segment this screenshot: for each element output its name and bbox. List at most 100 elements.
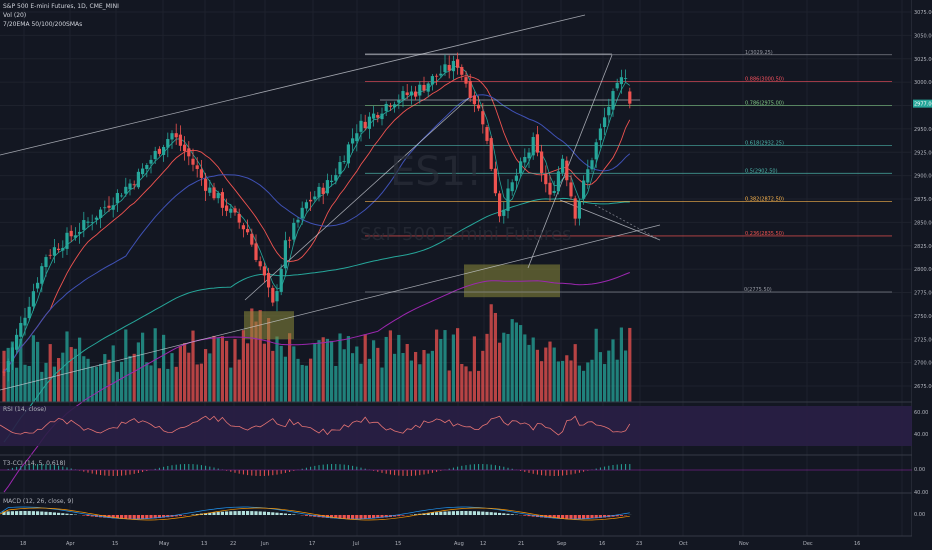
volume-bar: [565, 355, 569, 402]
ma-indicator-label[interactable]: 7/20EMA 50/100/200SMAs: [3, 21, 83, 28]
time-tick-label: Jun: [260, 541, 269, 547]
candle-body: [44, 257, 48, 268]
volume-bar: [498, 342, 502, 402]
volume-bar: [136, 342, 140, 402]
macd-histogram-bar: [204, 513, 208, 515]
candle-body: [409, 91, 413, 96]
macd-histogram-bar: [422, 513, 426, 515]
candle-body: [506, 188, 510, 211]
macd-histogram-bar: [342, 515, 346, 519]
volume-bar: [208, 353, 212, 402]
macd-histogram-bar: [128, 515, 132, 519]
volume-bar: [481, 350, 485, 402]
volume-bar: [535, 349, 539, 402]
volume-bar: [359, 363, 363, 402]
last-price-label: 2977.00: [914, 102, 932, 108]
volume-indicator-label[interactable]: Vol (20): [3, 12, 27, 19]
volume-bar: [401, 353, 405, 402]
candle-body: [393, 104, 397, 108]
price-axis[interactable]: 3075.003050.003025.003000.002975.002950.…: [912, 0, 932, 550]
candle-body: [477, 104, 481, 109]
volume-bar: [48, 344, 52, 402]
volume-bar: [351, 353, 355, 402]
candle-body: [447, 64, 451, 71]
volume-bar: [439, 338, 443, 402]
trend-lines[interactable]: [0, 14, 661, 391]
price-tick-label: 2700.00: [914, 361, 932, 367]
price-tick-label: 2725.00: [914, 337, 932, 343]
volume-bar: [451, 334, 455, 402]
price-tick-label: 2675.00: [914, 384, 932, 390]
candle-body: [132, 184, 136, 186]
volume-bar: [485, 333, 489, 402]
candle-body: [128, 183, 132, 190]
macd-histogram-bar: [506, 513, 510, 515]
macd-histogram-bar: [485, 511, 489, 515]
volume-bar: [288, 333, 292, 402]
candle-body: [309, 199, 313, 202]
macd-histogram-bar: [439, 511, 443, 515]
volume-bar: [267, 318, 271, 402]
volume-bar: [443, 330, 447, 402]
volume-bar: [10, 341, 14, 402]
macd-histogram-bar: [23, 511, 27, 515]
macd-histogram-bar: [90, 515, 94, 517]
volume-bar: [120, 361, 124, 402]
price-tick-label: 2925.00: [914, 150, 932, 156]
candlesticks[interactable]: ES1! S&P 500 E-mini Futures: [2, 52, 632, 382]
volume-bar: [393, 353, 397, 402]
volume-bar: [162, 334, 166, 402]
macd-histogram-bar: [132, 515, 136, 519]
macd-histogram-bar: [380, 515, 384, 518]
time-axis[interactable]: 18 Apr 15 May 13 22 Jun 17 Jul 15 Aug 12 21 Sep 16 23 Oc…: [20, 541, 860, 547]
candle-body: [611, 91, 615, 110]
macd-histogram-bar: [430, 512, 434, 515]
candle-body: [577, 201, 581, 219]
volume-bar: [405, 343, 409, 402]
macd-histogram-bar: [346, 515, 350, 519]
volume-bar: [111, 345, 115, 402]
candle-body: [346, 144, 350, 164]
candle-body: [216, 192, 220, 199]
price-tick-label: 2875.00: [914, 197, 932, 203]
candle-body: [313, 196, 317, 200]
volume-bar: [258, 310, 262, 402]
macd-histogram-bar: [523, 515, 527, 516]
volume-bar: [170, 353, 174, 402]
rsi-panel-label[interactable]: RSI (14, close): [3, 406, 47, 413]
moving-averages: [3, 65, 631, 493]
candle-body: [603, 117, 607, 128]
volume-bar: [523, 334, 527, 402]
sma50-line: [3, 94, 631, 373]
macd-histogram-bar: [52, 512, 56, 515]
candle-body: [594, 142, 598, 160]
symbol-title[interactable]: S&P 500 E-mini Futures, 1D, CME_MINI: [3, 3, 119, 10]
volume-bar: [363, 334, 367, 402]
candle-body: [456, 59, 460, 68]
candle-body: [90, 222, 94, 224]
volume-bar: [36, 341, 40, 402]
macd-histogram-bar: [246, 511, 250, 515]
price-tick-label: 3025.00: [914, 57, 932, 63]
candle-body: [162, 147, 166, 155]
macd-panel-label[interactable]: MACD (12, 26, close, 9): [3, 498, 74, 505]
candle-body: [19, 322, 23, 337]
macd-histogram-bar: [464, 511, 468, 515]
macd-histogram-bar: [363, 515, 367, 519]
tsi-panel-label[interactable]: T3-CCI (14, 5, 0.618): [3, 460, 66, 467]
volume-bar: [430, 350, 434, 402]
volume-bar: [418, 364, 422, 402]
candle-body: [220, 192, 224, 208]
macd-histogram-bar: [86, 515, 90, 517]
candle-body: [174, 133, 178, 138]
macd-histogram-bar: [493, 512, 497, 515]
fibonacci-retracement[interactable]: 1(3029.25) 0.886(3000.50) 0.786(2975.00) 0.…: [365, 50, 892, 293]
chart-legend[interactable]: S&P 500 E-mini Futures, 1D, CME_MINI Vol…: [3, 2, 119, 29]
macd-histogram-bar: [229, 511, 233, 515]
candle-body: [153, 150, 157, 160]
candle-body: [405, 92, 409, 96]
candle-body: [582, 180, 586, 199]
